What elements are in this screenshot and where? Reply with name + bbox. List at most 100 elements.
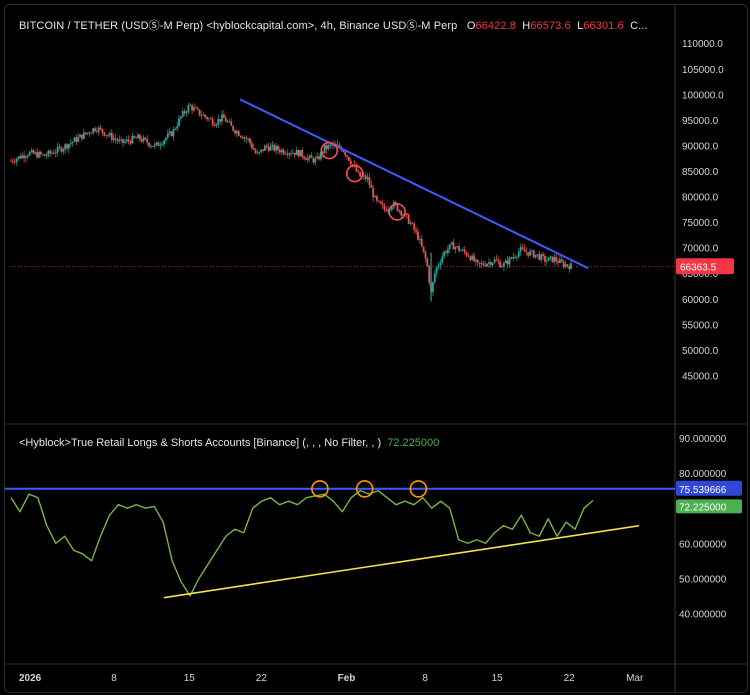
candle-body [71, 141, 74, 143]
candle-body [437, 265, 440, 268]
candle-body [564, 264, 567, 267]
indicator-header: <Hyblock>True Retail Longs & Shorts Acco… [19, 437, 439, 449]
candle-body [56, 146, 59, 153]
candle-body [75, 137, 78, 142]
candle-body [142, 137, 145, 142]
candle-body [516, 256, 518, 258]
candle-body [488, 262, 490, 264]
chart-canvas[interactable]: 110000.0105000.0100000.095000.090000.085… [5, 5, 747, 692]
candle-body [312, 158, 315, 163]
candle-body [275, 146, 278, 151]
candle-body [21, 155, 24, 159]
candle-body [123, 141, 126, 143]
candle-body [148, 142, 151, 147]
time-tick-label: 15 [184, 673, 196, 684]
candle-body [510, 257, 513, 259]
candle-body [338, 144, 341, 148]
candle-body [151, 146, 154, 147]
candle-body [228, 121, 231, 123]
candle-body [157, 142, 160, 146]
candle-body [377, 200, 380, 202]
candle-body [140, 139, 143, 142]
candle-body [187, 105, 190, 113]
candle-body [424, 251, 427, 259]
candle-body [51, 152, 53, 154]
candle-body [262, 149, 264, 151]
price-highlight-circle [388, 203, 406, 221]
candle-body [310, 155, 313, 159]
candle-body [165, 137, 167, 141]
candle-body [271, 144, 274, 147]
candle-body [349, 160, 352, 165]
candle-body [77, 137, 80, 142]
candle-body [224, 117, 227, 122]
indicator-tick-label: 80.000000 [679, 469, 727, 480]
candle-body [318, 156, 320, 160]
candle-body [23, 155, 25, 159]
candle-body [448, 244, 451, 250]
candle-body [267, 146, 270, 151]
candle-body [560, 259, 563, 262]
candle-body [32, 150, 35, 154]
symbol-label: BITCOIN / TETHER (USDⓈ-M Perp) <hyblockc… [19, 20, 458, 32]
candle-body [385, 209, 388, 212]
price-tick-label: 95000.0 [682, 116, 719, 127]
candle-body [316, 156, 319, 159]
candle-body [202, 114, 205, 116]
candle-body [67, 144, 70, 149]
candle-body [501, 266, 503, 268]
candle-body [327, 145, 330, 149]
candle-body [398, 210, 401, 212]
candle-body [82, 132, 85, 139]
candle-body [473, 255, 475, 262]
candle-body [153, 144, 156, 147]
candle-body [150, 146, 152, 147]
candle-body [445, 251, 447, 254]
candle-body [458, 246, 460, 251]
candle-body [478, 262, 481, 264]
candle-body [53, 152, 55, 154]
time-tick-label: 8 [111, 673, 117, 684]
candle-body [215, 124, 218, 126]
candle-body [336, 144, 339, 146]
candle-body [545, 260, 548, 262]
indicator-last-value-tag-label: 72.225000 [679, 502, 727, 513]
candle-body [11, 160, 14, 162]
candle-body [284, 153, 287, 155]
candle-body [217, 119, 220, 125]
candle-body [288, 153, 291, 155]
candle-body [146, 139, 149, 143]
candle-body [239, 135, 242, 137]
candle-body [256, 152, 259, 154]
candle-body [120, 139, 123, 141]
candle-body [452, 242, 455, 250]
high-value: 66573.6 [530, 20, 571, 32]
candle-body [249, 138, 251, 144]
candle-body [54, 152, 57, 154]
price-tick-label: 90000.0 [682, 141, 719, 152]
high-label: H [522, 20, 531, 32]
candle-body [482, 263, 485, 265]
candle-body [234, 130, 236, 134]
candle-body [542, 254, 545, 256]
candle-body [79, 134, 81, 138]
candle-body [219, 119, 222, 122]
candle-body [290, 153, 292, 155]
candle-body [86, 132, 89, 134]
candle-body [465, 252, 468, 256]
candle-body [450, 242, 453, 245]
candle-body [181, 111, 184, 117]
candle-body [417, 231, 419, 240]
candle-body [191, 105, 194, 111]
time-tick-label: Feb [338, 673, 356, 684]
candle-body [178, 118, 180, 127]
candle-body [305, 158, 307, 160]
candle-body [557, 261, 559, 263]
candle-body [179, 116, 182, 119]
candle-body [194, 107, 197, 109]
candle-body [49, 150, 52, 154]
candle-body [493, 259, 496, 263]
candle-body [131, 136, 134, 144]
candle-body [506, 260, 509, 265]
candle-body [293, 152, 296, 156]
